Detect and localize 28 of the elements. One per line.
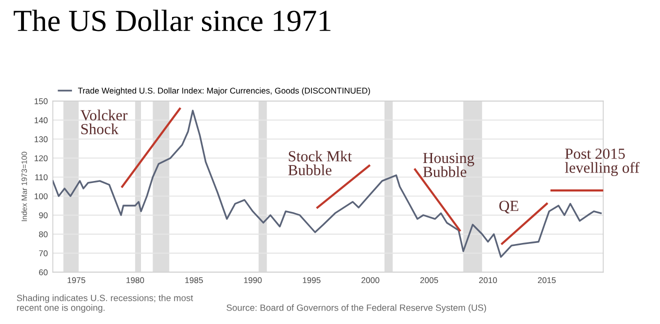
x-tick-label: 2000 xyxy=(362,277,380,284)
y-tick-label: 130 xyxy=(34,136,48,142)
y-tick-label: 140 xyxy=(34,117,48,124)
y-tick-label: 70 xyxy=(39,250,48,256)
annotation: Stock Mkt Bubble xyxy=(288,150,352,176)
x-tick-label: 1990 xyxy=(244,277,262,284)
annotation: QE xyxy=(499,200,518,214)
y-tick-label: 80 xyxy=(39,231,48,238)
y-tick-label: 150 xyxy=(34,98,48,104)
x-tick-label: 2005 xyxy=(420,277,438,284)
y-tick-label: 100 xyxy=(34,193,48,200)
chart-title: The US Dollar since 1971 xyxy=(14,10,330,32)
x-tick-label: 1985 xyxy=(185,277,203,284)
x-tick-label: 1980 xyxy=(126,277,144,284)
legend-label: Trade Weighted U.S. Dollar Index: Major Currencies, Goods (DISCONTINUED) xyxy=(78,87,370,96)
y-tick-label: 90 xyxy=(39,212,48,218)
annotation: Volcker Shock xyxy=(80,110,128,134)
source-note: Source: Board of Governors of the Federal Reserve System (US) xyxy=(226,304,486,313)
y-tick-label: 110 xyxy=(35,174,48,180)
x-tick-label: 1975 xyxy=(68,277,86,284)
x-tick-label: 2010 xyxy=(479,277,497,284)
x-tick-label: 1995 xyxy=(302,277,320,284)
y-tick-label: 120 xyxy=(34,155,48,162)
y-tick-label: 60 xyxy=(39,269,48,276)
x-tick-label: 2015 xyxy=(538,277,556,284)
annotation: Post 2015 levelling off xyxy=(565,148,640,176)
annotation: Housing Bubble xyxy=(423,152,474,178)
text: Shading indicates U.S. recessions; the most recent one is ongoing. xyxy=(16,294,194,313)
